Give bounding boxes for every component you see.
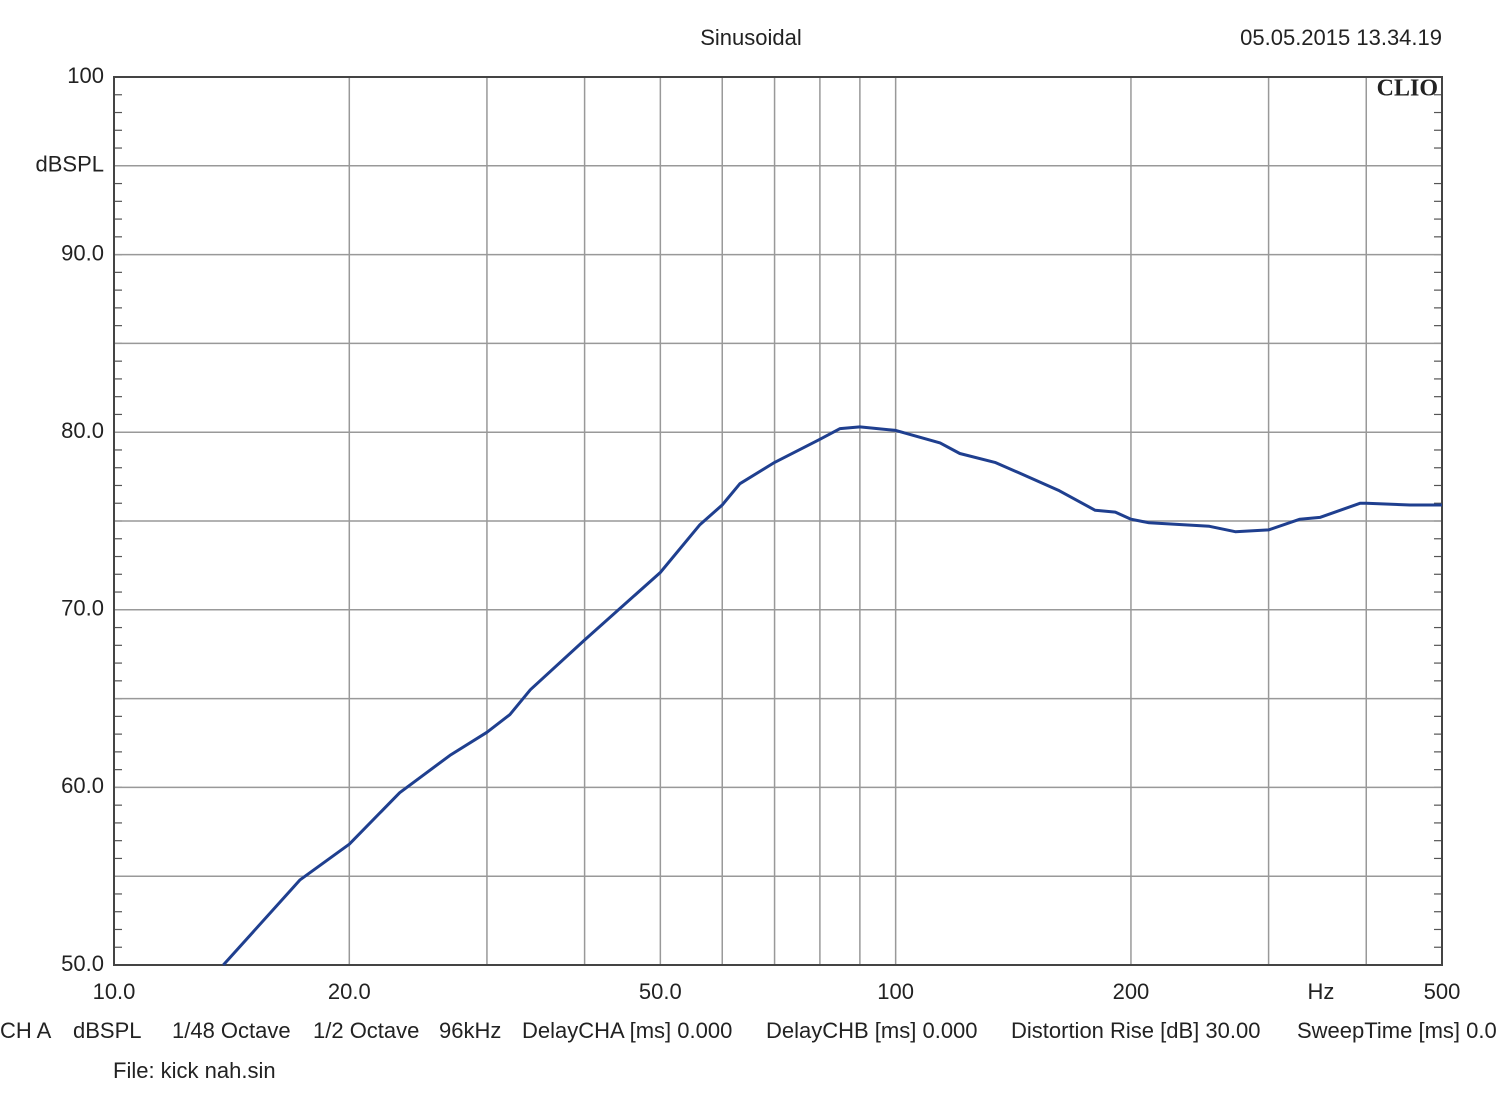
x-tick-label: 200 bbox=[1113, 979, 1150, 1004]
x-tick-label: 10.0 bbox=[93, 979, 136, 1004]
y-tick-label: 100 bbox=[67, 63, 104, 88]
x-tick-label: 100 bbox=[877, 979, 914, 1004]
footer-info: SweepTime [ms] 0.0 bbox=[1297, 1018, 1497, 1043]
x-tick-label: 20.0 bbox=[328, 979, 371, 1004]
chart-title: Sinusoidal bbox=[700, 25, 802, 50]
footer-info: DelayCHA [ms] 0.000 bbox=[522, 1018, 732, 1043]
y-axis-label: dBSPL bbox=[36, 152, 105, 177]
footer-info: 96kHz bbox=[439, 1018, 501, 1043]
x-tick-label: 50.0 bbox=[639, 979, 682, 1004]
y-tick-label: 50.0 bbox=[61, 951, 104, 976]
y-tick-label: 60.0 bbox=[61, 773, 104, 798]
footer-info: Distortion Rise [dB] 30.00 bbox=[1011, 1018, 1260, 1043]
series-line bbox=[222, 425, 1442, 967]
footer-info: dBSPL bbox=[73, 1018, 142, 1043]
y-tick-label: 70.0 bbox=[61, 596, 104, 621]
file-name: File: kick nah.sin bbox=[113, 1058, 276, 1083]
y-tick-label: 80.0 bbox=[61, 418, 104, 443]
footer-info: CH A bbox=[0, 1018, 52, 1043]
y-tick-label: 90.0 bbox=[61, 240, 104, 265]
x-axis-label: Hz bbox=[1308, 979, 1335, 1004]
footer-info: 1/48 Octave bbox=[172, 1018, 291, 1043]
x-tick-label: 500 bbox=[1424, 979, 1461, 1004]
footer-info: DelayCHB [ms] 0.000 bbox=[766, 1018, 978, 1043]
footer-info: 1/2 Octave bbox=[313, 1018, 419, 1043]
date: 05.05.2015 13.34.19 bbox=[1240, 25, 1442, 50]
plot-frame bbox=[113, 76, 1443, 966]
logo: CLIO bbox=[1377, 76, 1438, 102]
